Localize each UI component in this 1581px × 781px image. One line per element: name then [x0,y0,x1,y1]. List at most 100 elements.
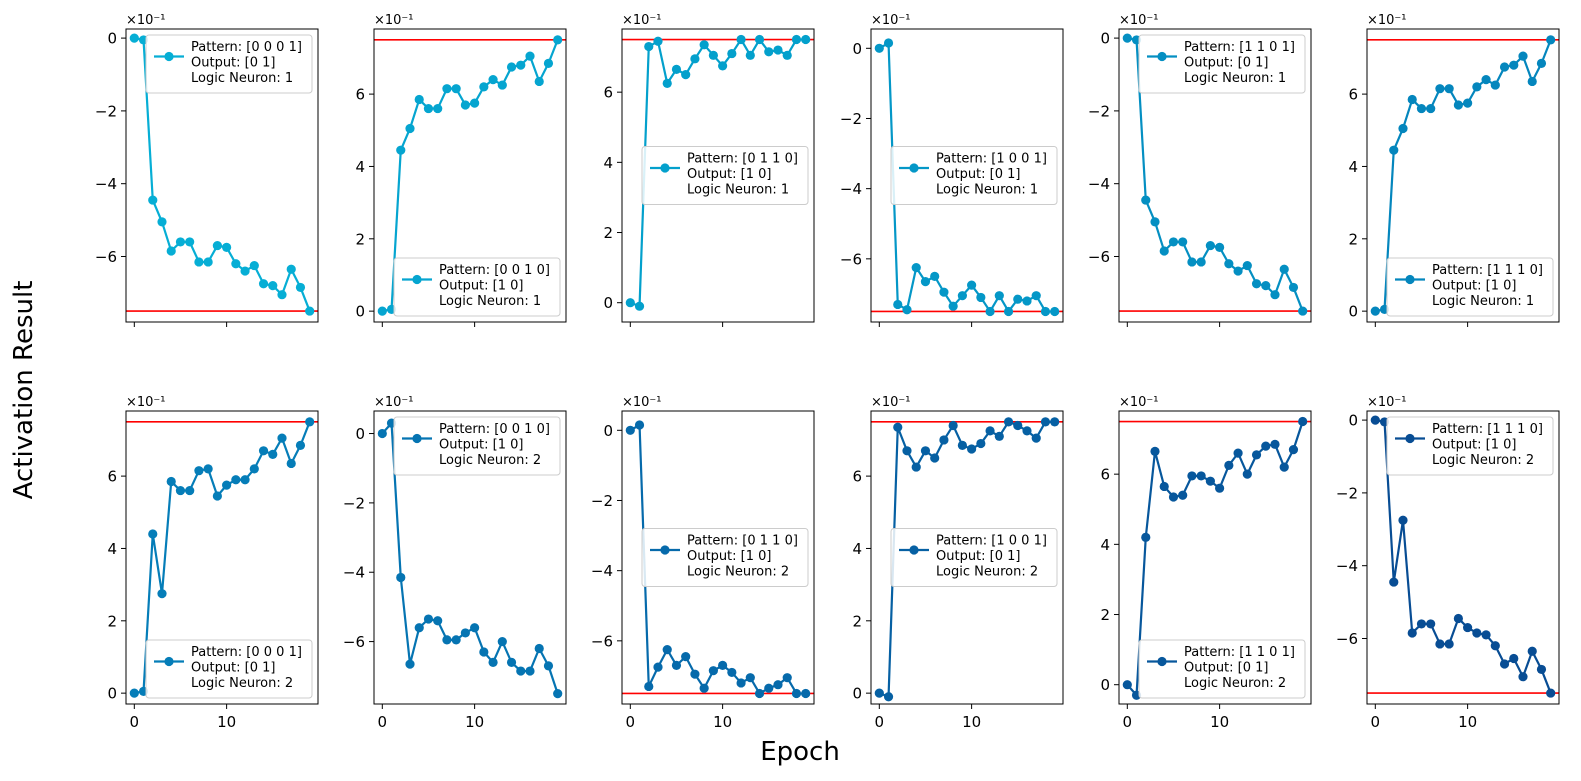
legend: Pattern: [1 0 0 1]Output: [0 1]Logic Neu… [890,146,1058,205]
data-point [1481,75,1491,85]
data-point [1398,123,1408,134]
subplot-1-5: 0 −2 −4 −6 ×10⁻¹ Pattern: [1 1 0 1]Output: [0… [1088,13,1312,327]
data-point [460,628,470,638]
data-point [754,688,765,699]
plot-frame [125,28,319,323]
data-point [801,34,811,45]
legend-entry: Output: [0 1] [936,549,1021,564]
data-point [1463,622,1473,633]
data-point [1205,240,1215,251]
data-point [662,78,672,88]
data-point [553,35,563,45]
legend: Pattern: [0 0 0 1]Output: [0 1]Logic Neu… [145,34,313,94]
legend-entry: Pattern: [1 0 0 1] [936,534,1047,549]
y-tick-label: −4 [591,562,613,580]
data-point [1499,62,1510,72]
data-point [1178,237,1188,247]
data-point [727,667,737,678]
data-point [1416,103,1427,114]
data-point [295,440,306,450]
subplot-1-2: 0 2 4 6 ×10⁻¹ Pattern: [0 0 1 0]Output: [1 0]… [355,13,567,327]
subplot-2-5: 0 2 4 6 ×10⁻¹ 0 10 Pattern: [1 1 0 1]Output: [0… [1100,395,1312,731]
data-point [699,40,709,50]
x-tick-label: 0 [130,713,140,731]
data-point [423,103,434,114]
data-point [451,635,461,645]
legend-entry: Logic Neuron: 1 [936,183,1038,198]
data-point [1270,290,1280,300]
legend-entry: Logic Neuron: 1 [1432,294,1534,309]
data-point [222,242,232,252]
x-tick-label: 10 [713,713,732,731]
data-point [1251,450,1262,460]
y-tick-label: 4 [852,540,862,558]
y-tick-label: 4 [107,540,117,558]
data-point [745,50,755,60]
data-point [874,43,884,53]
data-point [1546,688,1556,698]
legend-marker-swatch [909,545,919,555]
data-point [414,623,424,633]
data-point [893,299,903,310]
data-point [1288,444,1299,455]
data-point [240,266,250,276]
legend-entry: Logic Neuron: 2 [191,676,293,691]
y-tick-label: 4 [1348,158,1358,176]
data-point [902,446,912,456]
plot-frame [1118,28,1312,323]
legend-box [641,146,809,205]
data-point [773,680,783,690]
y-tick-label: 0 [355,303,365,321]
subplot-2-6: 0 −2 −4 −6 ×10⁻¹ 0 10 Pattern: [1 1 1 0]Output:… [1336,395,1560,731]
data-point [1389,577,1399,587]
data-point [258,279,269,289]
data-point [488,75,498,85]
data-point [1481,630,1491,640]
x-tick-label: 10 [962,713,981,731]
data-point [442,635,452,645]
legend-entry: Output: [1 0] [439,438,524,453]
data-point [479,647,489,657]
y-tick-label: 0 [355,425,365,443]
legend-marker-swatch [1157,51,1167,62]
data-point [1050,306,1060,317]
y-tick-label: −6 [1336,630,1358,648]
data-point [782,673,792,683]
data-point [1215,483,1225,493]
data-point [1150,217,1160,227]
data-point [948,420,958,431]
y-tick-label: −4 [95,175,117,193]
data-point [249,260,259,271]
y-tick-label: −4 [1336,557,1358,575]
data-point [939,435,949,445]
y-tick-label: −4 [840,180,862,198]
exponent-label: ×10⁻¹ [1367,13,1407,28]
data-point [396,572,406,583]
data-point [644,681,654,692]
exponent-label: ×10⁻¹ [1119,13,1159,28]
data-point [1435,84,1445,94]
legend-box [145,639,313,699]
x-tick-label: 0 [875,713,885,731]
legend-marker-swatch [660,163,670,173]
data-point [967,280,977,290]
data-point [930,271,940,281]
data-point [893,422,903,432]
data-point [396,145,406,155]
x-tick-label: 10 [1458,713,1477,731]
data-point [1168,492,1179,502]
y-tick-label: 0 [852,685,862,703]
legend-box [1138,34,1306,94]
data-point [1224,259,1234,269]
legend-box [1386,257,1554,317]
data-point [718,61,728,71]
data-point [1003,306,1014,317]
data-point [681,70,691,80]
legend-box [393,257,561,317]
subplot-1-3: 0 2 4 6 ×10⁻¹ Pattern: [0 1 1 0]Output: [1 0]… [603,13,815,327]
plot-frame [373,28,567,323]
data-point [1370,306,1380,316]
y-tick-label: −2 [343,494,365,512]
legend-entry: Pattern: [0 0 1 0] [439,263,550,278]
legend-box [890,528,1058,587]
